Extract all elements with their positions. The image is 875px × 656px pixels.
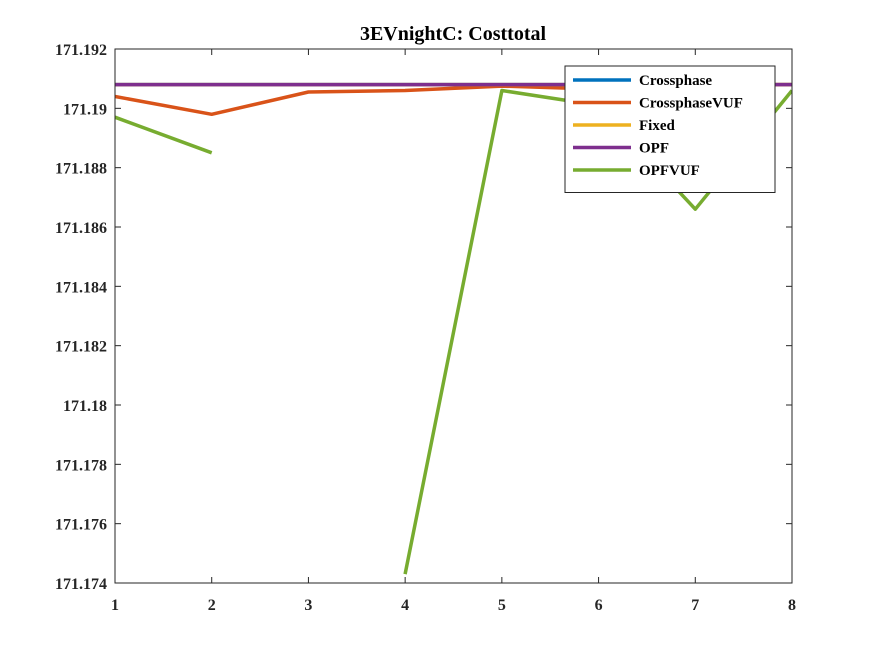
- legend-label-crossphase: Crossphase: [639, 73, 712, 89]
- y-tick-label: 171.174: [55, 576, 107, 593]
- legend-label-crossphasevuf: CrossphaseVUF: [639, 96, 743, 112]
- x-tick-label: 5: [498, 597, 506, 614]
- series-line-opfvuf-seg1: [115, 115, 213, 155]
- y-tick-label: 171.188: [55, 161, 107, 178]
- chart-title: 3EVnightC: Costtotal: [360, 23, 547, 45]
- legend-label-opfvuf: OPFVUF: [639, 163, 700, 179]
- legend-label-fixed: Fixed: [639, 118, 675, 134]
- y-tick-label: 171.18: [63, 398, 107, 415]
- axes-box: [114, 48, 793, 584]
- x-tick-label: 6: [595, 597, 603, 614]
- y-tick-label: 171.186: [55, 220, 107, 237]
- x-tick-label: 7: [691, 597, 699, 614]
- y-tick-label: 171.192: [55, 42, 107, 59]
- legend-label-opf: OPF: [639, 141, 669, 157]
- y-tick-label: 171.176: [55, 517, 107, 534]
- y-tick-label: 171.19: [63, 101, 107, 118]
- y-tick-label: 171.182: [55, 339, 107, 356]
- x-tick-label: 2: [208, 597, 216, 614]
- legend: Crossphase CrossphaseVUF Fixed OPF OPFVUF: [564, 65, 776, 193]
- y-tick-label: 171.178: [55, 457, 107, 474]
- x-tick-label: 3: [304, 597, 312, 614]
- axes-layer: 1 2 3 4 5 6 7 8 171.174 171.176 171.178 171.18 171.1…: [55, 42, 796, 614]
- x-tick-label: 8: [788, 597, 796, 614]
- x-tick-label: 1: [111, 597, 119, 614]
- x-tick-label: 4: [401, 597, 409, 614]
- y-tick-label: 171.184: [55, 279, 107, 296]
